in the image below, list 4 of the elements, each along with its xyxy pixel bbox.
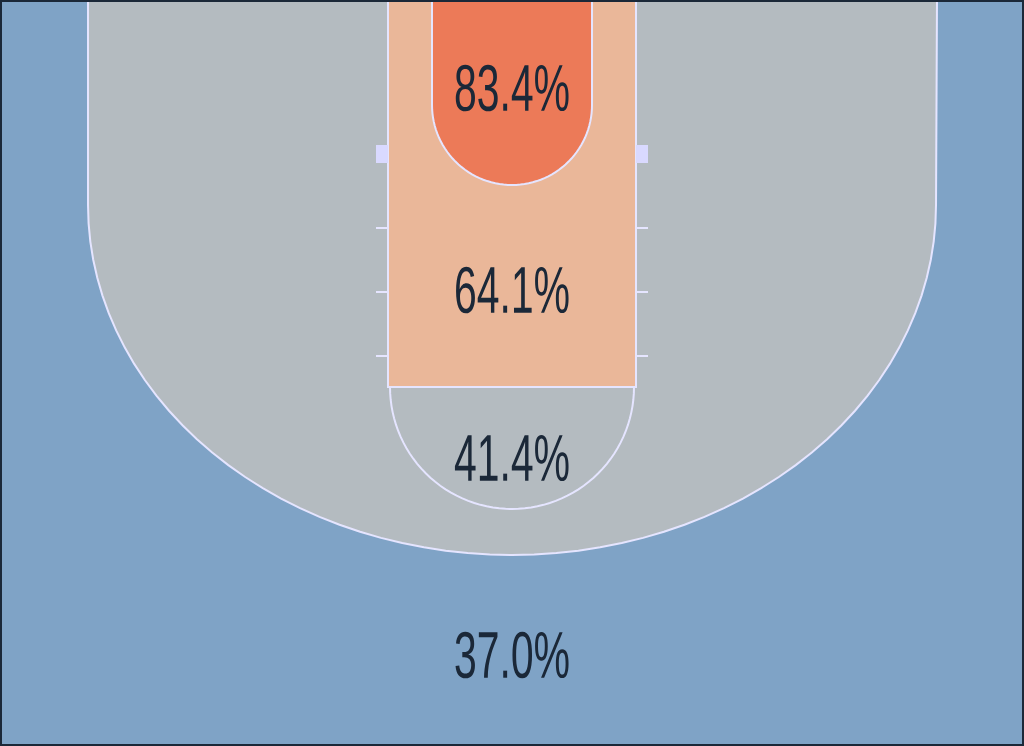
data-label: 37.0%	[455, 631, 569, 679]
data-label: 64.1%	[456, 266, 569, 314]
data-label: 41.4%	[454, 434, 569, 482]
data-label: 83.4%	[455, 64, 569, 112]
